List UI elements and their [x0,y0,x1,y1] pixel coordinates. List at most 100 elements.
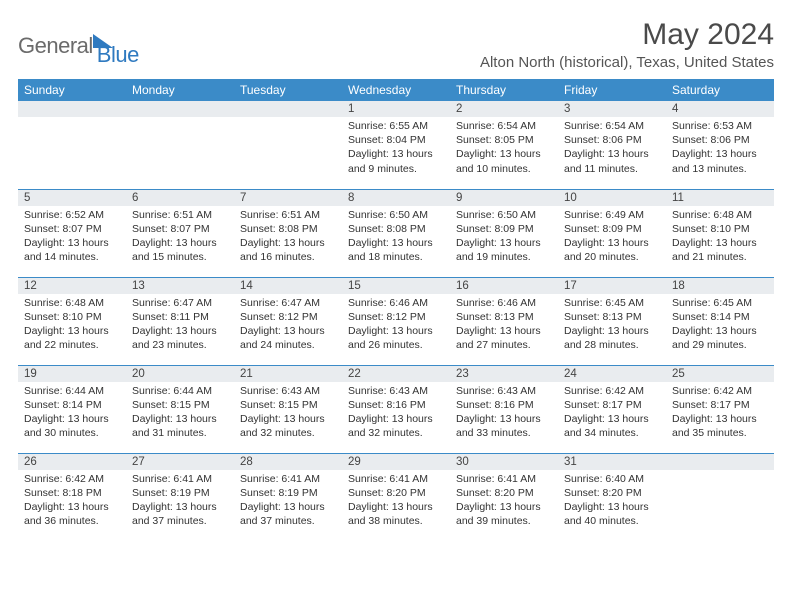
day-number: 28 [234,454,342,470]
sunset-line: Sunset: 8:19 PM [240,486,336,500]
calendar-day-cell: 6Sunrise: 6:51 AMSunset: 8:07 PMDaylight… [126,189,234,277]
calendar-day-cell: 28Sunrise: 6:41 AMSunset: 8:19 PMDayligh… [234,453,342,541]
day-number: 21 [234,366,342,382]
day-number: 11 [666,190,774,206]
day-details: Sunrise: 6:54 AMSunset: 8:05 PMDaylight:… [450,117,558,182]
day-number: 1 [342,101,450,117]
sunset-line: Sunset: 8:14 PM [24,398,120,412]
sunrise-line: Sunrise: 6:42 AM [564,384,660,398]
day-details: Sunrise: 6:43 AMSunset: 8:16 PMDaylight:… [450,382,558,447]
day-number: 26 [18,454,126,470]
day-number: 19 [18,366,126,382]
sunset-line: Sunset: 8:12 PM [240,310,336,324]
title-block: May 2024 Alton North (historical), Texas… [480,18,774,71]
daylight-line: Daylight: 13 hours and 22 minutes. [24,324,120,352]
weekday-header: Wednesday [342,79,450,101]
location-subtitle: Alton North (historical), Texas, United … [480,54,774,71]
daylight-line: Daylight: 13 hours and 27 minutes. [456,324,552,352]
calendar-day-cell [666,453,774,541]
calendar-day-cell: 22Sunrise: 6:43 AMSunset: 8:16 PMDayligh… [342,365,450,453]
daylight-line: Daylight: 13 hours and 32 minutes. [240,412,336,440]
sunset-line: Sunset: 8:20 PM [456,486,552,500]
day-details: Sunrise: 6:50 AMSunset: 8:08 PMDaylight:… [342,206,450,271]
calendar-day-cell: 27Sunrise: 6:41 AMSunset: 8:19 PMDayligh… [126,453,234,541]
month-title: May 2024 [480,18,774,52]
day-details: Sunrise: 6:42 AMSunset: 8:17 PMDaylight:… [558,382,666,447]
day-details [126,117,234,177]
sunrise-line: Sunrise: 6:52 AM [24,208,120,222]
day-number [666,454,774,470]
sunrise-line: Sunrise: 6:49 AM [564,208,660,222]
calendar-day-cell: 18Sunrise: 6:45 AMSunset: 8:14 PMDayligh… [666,277,774,365]
sunset-line: Sunset: 8:20 PM [348,486,444,500]
day-number: 17 [558,278,666,294]
sunset-line: Sunset: 8:16 PM [348,398,444,412]
day-number: 29 [342,454,450,470]
day-details: Sunrise: 6:41 AMSunset: 8:20 PMDaylight:… [342,470,450,535]
sunset-line: Sunset: 8:13 PM [456,310,552,324]
sunrise-line: Sunrise: 6:54 AM [456,119,552,133]
daylight-line: Daylight: 13 hours and 20 minutes. [564,236,660,264]
sunrise-line: Sunrise: 6:42 AM [672,384,768,398]
calendar-day-cell: 29Sunrise: 6:41 AMSunset: 8:20 PMDayligh… [342,453,450,541]
sunrise-line: Sunrise: 6:41 AM [348,472,444,486]
logo-text-general: General [18,33,93,59]
daylight-line: Daylight: 13 hours and 13 minutes. [672,147,768,175]
daylight-line: Daylight: 13 hours and 39 minutes. [456,500,552,528]
sunrise-line: Sunrise: 6:42 AM [24,472,120,486]
daylight-line: Daylight: 13 hours and 21 minutes. [672,236,768,264]
day-details: Sunrise: 6:43 AMSunset: 8:15 PMDaylight:… [234,382,342,447]
calendar-day-cell: 2Sunrise: 6:54 AMSunset: 8:05 PMDaylight… [450,101,558,189]
calendar-table: Sunday Monday Tuesday Wednesday Thursday… [18,79,774,541]
day-number: 24 [558,366,666,382]
calendar-week-row: 1Sunrise: 6:55 AMSunset: 8:04 PMDaylight… [18,101,774,189]
day-number: 13 [126,278,234,294]
calendar-day-cell: 30Sunrise: 6:41 AMSunset: 8:20 PMDayligh… [450,453,558,541]
weekday-header: Monday [126,79,234,101]
sunset-line: Sunset: 8:17 PM [564,398,660,412]
day-number [18,101,126,117]
calendar-week-row: 19 Sunrise: 6:44 AMSunset: 8:14 PM Dayligh… [18,365,774,453]
sunrise-line: Sunrise: 6:53 AM [672,119,768,133]
daylight-line: Daylight: 13 hours and 34 minutes. [564,412,660,440]
sunset-line: Sunset: 8:15 PM [132,398,228,412]
calendar-day-cell: 13Sunrise: 6:47 AMSunset: 8:11 PMDayligh… [126,277,234,365]
calendar-day-cell [126,101,234,189]
sunrise-line: Sunrise: 6:50 AM [348,208,444,222]
calendar-day-cell: 25Sunrise: 6:42 AMSunset: 8:17 PMDayligh… [666,365,774,453]
calendar-day-cell [234,101,342,189]
day-number: 16 [450,278,558,294]
day-details: Sunrise: 6:46 AMSunset: 8:13 PMDaylight:… [450,294,558,359]
sunset-line: Sunset: 8:10 PM [24,310,120,324]
calendar-day-cell [18,101,126,189]
day-number: 14 [234,278,342,294]
weekday-header-row: Sunday Monday Tuesday Wednesday Thursday… [18,79,774,101]
calendar-day-cell: 21Sunrise: 6:43 AMSunset: 8:15 PMDayligh… [234,365,342,453]
sunset-line: Sunset: 8:13 PM [564,310,660,324]
daylight-line: Daylight: 13 hours and 23 minutes. [132,324,228,352]
sunrise-line: Sunrise: 6:44 AM [24,384,120,398]
sunset-line: Sunset: 8:04 PM [348,133,444,147]
day-details: Sunrise: 6:43 AMSunset: 8:16 PMDaylight:… [342,382,450,447]
day-details: Sunrise: 6:49 AMSunset: 8:09 PMDaylight:… [558,206,666,271]
daylight-line: Daylight: 13 hours and 37 minutes. [240,500,336,528]
sunset-line: Sunset: 8:09 PM [456,222,552,236]
sunset-line: Sunset: 8:10 PM [672,222,768,236]
sunrise-line: Sunrise: 6:45 AM [564,296,660,310]
calendar-day-cell: 9Sunrise: 6:50 AMSunset: 8:09 PMDaylight… [450,189,558,277]
sunrise-line: Sunrise: 6:43 AM [456,384,552,398]
day-details: Sunrise: 6:41 AMSunset: 8:19 PMDaylight:… [126,470,234,535]
day-details: Sunrise: 6:50 AMSunset: 8:09 PMDaylight:… [450,206,558,271]
day-number: 27 [126,454,234,470]
calendar-day-cell: 31Sunrise: 6:40 AMSunset: 8:20 PMDayligh… [558,453,666,541]
sunrise-line: Sunrise: 6:46 AM [456,296,552,310]
logo-text-blue: Blue [97,42,139,68]
sunrise-line: Sunrise: 6:48 AM [672,208,768,222]
daylight-line: Daylight: 13 hours and 19 minutes. [456,236,552,264]
daylight-line: Daylight: 13 hours and 37 minutes. [132,500,228,528]
day-details: Sunrise: 6:42 AMSunset: 8:17 PMDaylight:… [666,382,774,447]
logo: General Blue [18,18,139,68]
weekday-header: Thursday [450,79,558,101]
daylight-line: Daylight: 13 hours and 40 minutes. [564,500,660,528]
day-number: 31 [558,454,666,470]
